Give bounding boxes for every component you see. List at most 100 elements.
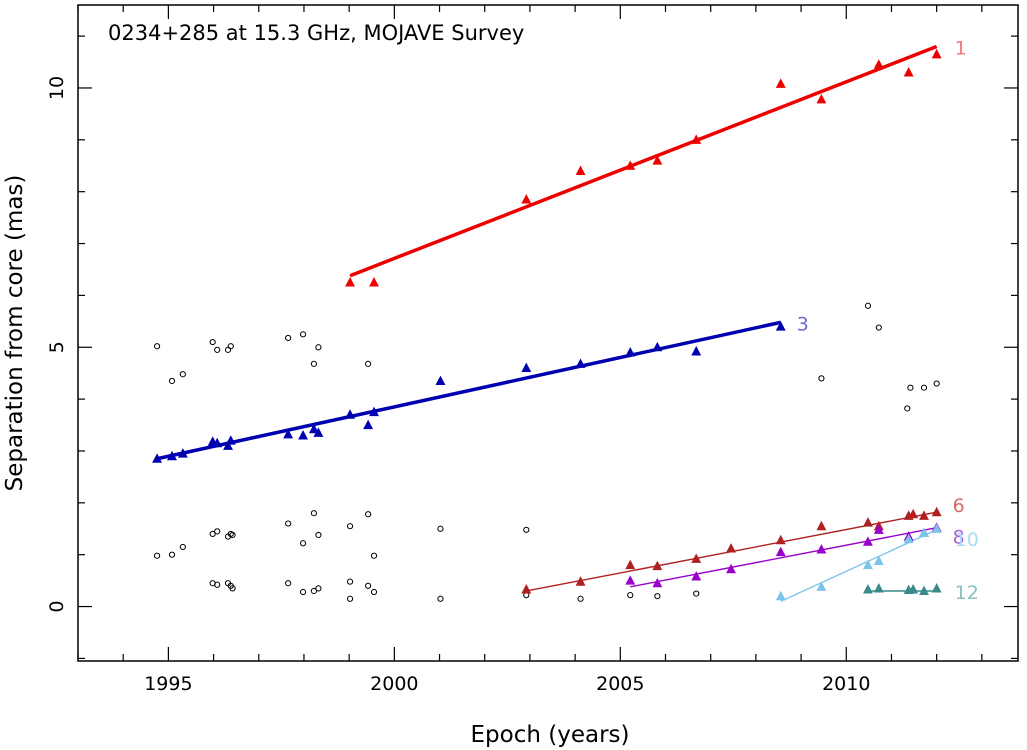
unassigned-point xyxy=(693,590,700,597)
component-point-6 xyxy=(775,534,786,545)
component-point-12 xyxy=(873,582,884,593)
component-point-3 xyxy=(652,341,663,352)
component-point-8 xyxy=(726,563,736,574)
component-point-6 xyxy=(575,576,586,586)
unassigned-point xyxy=(299,540,307,547)
unassigned-point xyxy=(315,585,322,592)
unassigned-point xyxy=(299,331,307,338)
component-point-3 xyxy=(177,448,188,458)
unassigned-point xyxy=(370,552,378,559)
unassigned-point xyxy=(437,595,444,602)
unassigned-point xyxy=(864,302,872,309)
axis-ticks xyxy=(77,5,1018,661)
component-point-3 xyxy=(167,450,177,461)
component-point-1 xyxy=(903,67,914,77)
unassigned-point xyxy=(346,595,354,602)
series-label-8: 8 xyxy=(953,527,965,549)
component-point-1 xyxy=(775,78,786,88)
tick-labels: 1995 2000 2005 2010 0 5 10 xyxy=(46,76,870,695)
unassigned-point xyxy=(224,346,232,353)
unassigned-point xyxy=(179,371,186,378)
unassigned-point xyxy=(285,520,292,527)
unassigned-point xyxy=(346,523,354,530)
component-point-10 xyxy=(919,527,929,537)
component-point-8 xyxy=(625,575,636,585)
component-point-1 xyxy=(575,165,586,175)
component-point-1 xyxy=(931,48,942,59)
component-point-3 xyxy=(298,430,309,440)
fit-line-1 xyxy=(349,44,938,278)
component-point-8 xyxy=(691,571,702,581)
x-axis-title: Epoch (years) xyxy=(471,722,630,748)
unassigned-point xyxy=(168,551,176,558)
component-point-6 xyxy=(863,517,873,527)
unassigned-point xyxy=(310,360,318,367)
unassigned-point xyxy=(285,334,292,342)
component-point-1 xyxy=(369,277,379,287)
unassigned-point xyxy=(209,530,216,538)
component-point-10 xyxy=(816,581,827,591)
series-labels: 1 3 6 810 12 xyxy=(797,37,979,604)
series-label-6: 6 xyxy=(953,495,965,517)
unassigned-point xyxy=(310,587,318,595)
unassigned-point xyxy=(370,588,378,596)
x-tick-label: 2005 xyxy=(596,673,644,695)
component-point-8 xyxy=(816,544,827,554)
component-point-3 xyxy=(313,427,324,437)
component-point-3 xyxy=(223,440,233,450)
unassigned-point xyxy=(315,531,322,539)
unassigned-point xyxy=(920,384,928,391)
unassigned-point xyxy=(365,582,372,589)
y-tick-label: 0 xyxy=(46,601,68,613)
unassigned-point xyxy=(654,593,661,600)
component-point-10 xyxy=(863,559,873,570)
unassigned-point xyxy=(229,585,236,592)
unassigned-point xyxy=(904,405,911,412)
component-point-1 xyxy=(816,93,827,104)
x-tick-label: 1995 xyxy=(144,673,192,695)
component-point-3 xyxy=(283,428,294,439)
component-point-6 xyxy=(652,560,663,571)
unassigned-point xyxy=(214,346,221,353)
unassigned-point xyxy=(437,525,444,532)
component-point-3 xyxy=(308,423,319,434)
component-point-3 xyxy=(212,437,223,448)
y-axis-title: Separation from core (mas) xyxy=(2,175,28,492)
component-point-10 xyxy=(775,590,786,601)
fit-lines xyxy=(156,44,938,602)
unassigned-point xyxy=(168,377,176,385)
unassigned-point xyxy=(214,581,221,588)
series-label-3: 3 xyxy=(797,313,809,335)
component-point-10 xyxy=(903,533,914,544)
unassigned-point xyxy=(818,375,825,382)
component-point-6 xyxy=(919,510,929,520)
fit-line-3 xyxy=(156,320,782,461)
component-point-8 xyxy=(652,577,663,588)
component-point-3 xyxy=(575,358,586,368)
unassigned-point xyxy=(285,580,292,587)
component-point-8 xyxy=(863,536,873,546)
unassigned-point xyxy=(627,592,634,599)
unassigned-point xyxy=(299,588,307,596)
component-point-3 xyxy=(625,347,636,357)
component-point-3 xyxy=(152,453,163,463)
unassigned-point xyxy=(907,384,914,391)
unassigned-point xyxy=(310,510,318,517)
component-point-6 xyxy=(908,508,919,519)
series-label-10: 10 xyxy=(955,529,979,551)
component-point-1 xyxy=(691,134,702,144)
unassigned-point xyxy=(523,526,530,533)
component-point-6 xyxy=(521,584,532,594)
component-point-6 xyxy=(726,543,736,553)
component-point-3 xyxy=(435,375,446,386)
component-point-8 xyxy=(775,546,786,557)
component-point-3 xyxy=(521,362,532,373)
unassigned-point xyxy=(346,578,354,585)
unassigned-point xyxy=(227,343,234,350)
component-point-1 xyxy=(625,160,636,170)
component-point-12 xyxy=(931,582,942,593)
x-tick-label: 2010 xyxy=(822,673,870,695)
y-tick-label: 5 xyxy=(46,341,68,353)
unassigned-point xyxy=(577,595,584,602)
